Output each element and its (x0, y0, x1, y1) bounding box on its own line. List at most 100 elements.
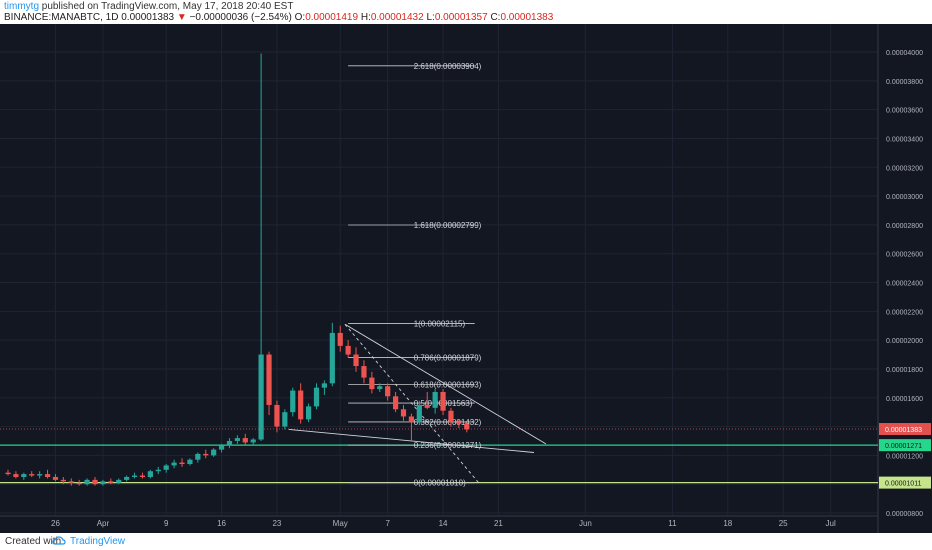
y-tick-label: 0.00002400 (886, 281, 923, 288)
candle-body (234, 438, 240, 441)
y-tick-label: 0.00003200 (886, 165, 923, 172)
x-tick-label: 23 (272, 519, 281, 528)
candle-body (68, 481, 74, 483)
candle-body (432, 391, 438, 408)
open-label: O: (294, 12, 306, 23)
candle-body (124, 476, 130, 480)
last-price-tag (879, 423, 931, 436)
tradingview-link[interactable]: TradingView (70, 536, 126, 547)
price-chart[interactable]: 0.000008000.000010000.000012000.00001400… (0, 24, 932, 533)
candle-body (313, 387, 320, 407)
candle-body (147, 471, 153, 477)
low-value: 0.00001357 (434, 12, 488, 23)
change-text: −0.00000036 (−2.54%) (189, 12, 292, 23)
ohlc-line: BINANCE:MANABTC, 1D 0.00001383 ▼ −0.0000… (4, 12, 553, 24)
candle-body (274, 404, 280, 427)
high-label: H: (360, 12, 371, 23)
y-tick-label: 0.00003400 (886, 136, 923, 143)
candle-body (448, 410, 454, 423)
candle-body (321, 383, 327, 388)
trendline (344, 323, 547, 445)
price-line-tag (879, 476, 931, 489)
close-value: 0.00001383 (500, 12, 554, 23)
candle-body (13, 474, 19, 477)
y-tick-label: 0.00003600 (886, 108, 923, 115)
publish-info: timmytg published on TradingView.com, Ma… (4, 1, 293, 13)
y-tick-label: 0.00002200 (886, 309, 923, 316)
candle-body (21, 474, 27, 477)
open-value: 0.00001419 (305, 12, 359, 23)
candle-body (408, 416, 415, 423)
publish-text: published on TradingView.com, May 17, 20… (41, 1, 294, 12)
tradingview-logo-icon (52, 536, 66, 545)
low-label: L: (426, 12, 435, 23)
candle-body (108, 481, 114, 483)
candle-body (456, 422, 462, 424)
candle-body (385, 386, 391, 397)
candle-body (226, 440, 233, 446)
y-tick-label: 0.00003800 (886, 79, 923, 86)
y-tick-label: 0.00003000 (886, 194, 923, 201)
candle-body (400, 409, 407, 417)
y-tick-label: 0.00000800 (886, 511, 923, 518)
y-tick-label: 0.00004000 (886, 50, 923, 57)
candle-body (163, 465, 169, 470)
fib-level-label: 0.786(0.00001879) (414, 354, 482, 363)
x-tick-label: 9 (164, 519, 169, 528)
dashed-trendline (344, 323, 479, 484)
x-tick-label: 25 (779, 519, 788, 528)
candle-body (440, 391, 446, 411)
candle-body (44, 474, 51, 477)
x-tick-label: 26 (51, 519, 60, 528)
candle-body (282, 412, 288, 427)
candle-body (60, 479, 66, 482)
candle-body (203, 453, 209, 456)
candle-body (329, 332, 335, 384)
candle-body (171, 462, 177, 466)
high-value: 0.00001432 (370, 12, 424, 23)
candle-body (218, 445, 225, 450)
candle-body (464, 423, 470, 430)
x-tick-label: 21 (494, 519, 503, 528)
candle-body (290, 390, 296, 413)
x-tick-label: Jun (579, 519, 592, 528)
created-with-text: Created with (5, 536, 62, 547)
close-label: C: (490, 12, 501, 23)
y-tick-label: 0.00001600 (886, 396, 923, 403)
candle-body (131, 475, 138, 477)
candle-body (211, 449, 217, 456)
candle-body (100, 481, 106, 485)
candle-body (84, 479, 90, 485)
y-tick-label: 0.00002600 (886, 252, 923, 259)
x-tick-label: 18 (723, 519, 732, 528)
candle-body (416, 404, 422, 423)
y-tick-label: 0.00001800 (886, 367, 923, 374)
candle-body (139, 475, 146, 477)
x-tick-label: 11 (668, 519, 677, 528)
candle-body (52, 476, 59, 480)
candle-body (242, 438, 248, 443)
candle-body (187, 459, 193, 465)
symbol-label: BINANCE:MANABTC, 1D (4, 12, 119, 23)
footer: Created with TradingView (0, 533, 932, 550)
price-line-tag (879, 439, 931, 452)
chart-background (0, 24, 932, 533)
candle-body (361, 366, 367, 378)
author-link[interactable]: timmytg (4, 1, 39, 12)
candle-body (179, 462, 185, 465)
candle-body (92, 479, 98, 485)
chart-header: timmytg published on TradingView.com, Ma… (0, 0, 932, 24)
candle-body (195, 453, 201, 460)
candle-body (116, 479, 122, 483)
candle-body (369, 377, 375, 390)
y-tick-label: 0.00001200 (886, 453, 923, 460)
candle-body (353, 354, 359, 367)
candle-body (337, 332, 343, 346)
y-tick-label: 0.00002000 (886, 338, 923, 345)
candle-body (424, 404, 430, 408)
y-tick-label: 0.00002800 (886, 223, 923, 230)
x-tick-label: May (333, 519, 348, 528)
fib-level-label: 0.618(0.00001693) (414, 380, 482, 389)
fib-level-label: 0.382(0.00001432) (414, 418, 482, 427)
price-line-label: 0.00001271 (885, 443, 922, 450)
